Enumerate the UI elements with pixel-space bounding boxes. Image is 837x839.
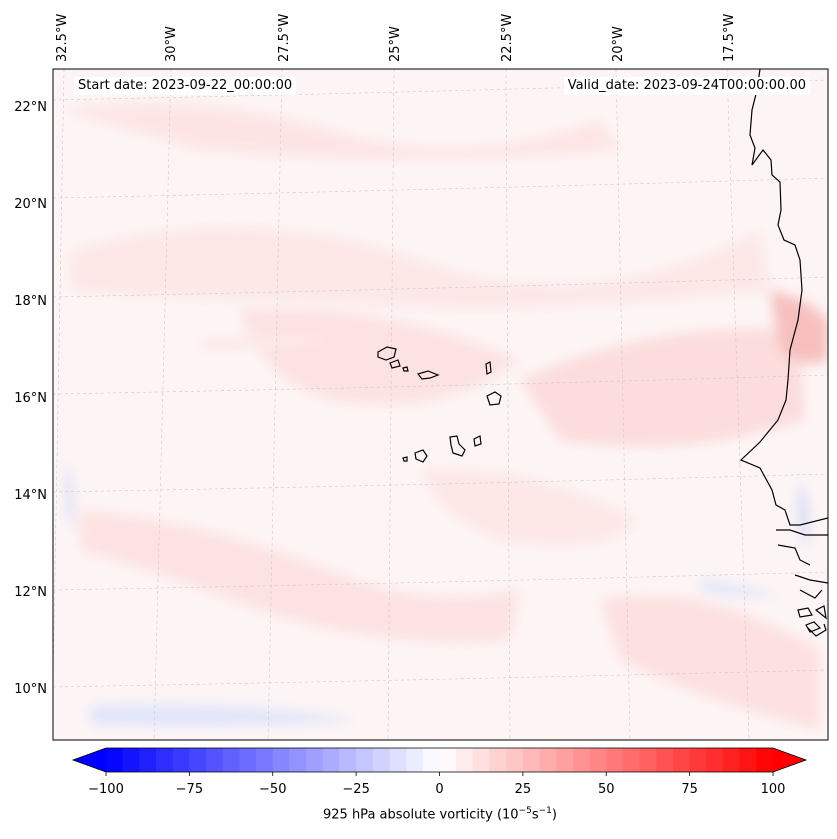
colorbar-cell	[322, 748, 341, 772]
gridlines	[53, 69, 828, 740]
santa-luzia-island	[402, 366, 409, 372]
boa-vista-island	[486, 391, 502, 406]
colorbar-cell	[406, 748, 424, 772]
colorbar-tick-label: −50	[259, 782, 286, 797]
colorbar-cell	[572, 748, 591, 772]
vorticity-patches	[60, 103, 828, 730]
colorbar-cell	[372, 748, 391, 772]
colorbar-label: 925 hPa absolute vorticity (10−5s−1)	[0, 806, 837, 822]
colorbar-cell	[339, 748, 357, 772]
colorbar-cell	[739, 748, 757, 772]
colorbar-extend-min	[73, 748, 106, 772]
valid-date-annotation: Valid_date: 2023-09-24T00:00:00.00	[563, 77, 810, 95]
colorbar-cell	[622, 748, 641, 772]
colorbar-label-exp2: −1	[538, 806, 552, 816]
santo-antao-island	[377, 346, 397, 361]
colorbar-cell	[422, 748, 441, 772]
sal-island	[485, 361, 492, 375]
colorbar-cell	[106, 748, 124, 772]
colorbar-cell	[356, 748, 374, 772]
colorbar-tick-label: −100	[88, 782, 124, 797]
colorbar-cell	[272, 748, 291, 772]
colorbar-cell	[606, 748, 624, 772]
colorbar-tick-label: 25	[515, 782, 532, 797]
lon-label: 30°W	[164, 26, 179, 62]
lon-label: 32.5°W	[55, 14, 70, 62]
colorbar-cell	[156, 748, 174, 772]
colorbar-tick-label: 75	[681, 782, 698, 797]
colorbar-cell	[722, 748, 741, 772]
colorbar-cell	[256, 748, 274, 772]
colorbar-cell	[706, 748, 724, 772]
colorbar-cell	[189, 748, 207, 772]
lat-label: 16°N	[14, 391, 47, 406]
colorbar-cell	[456, 748, 474, 772]
colorbar-tick-label: 100	[761, 782, 786, 797]
colorbar-cell	[239, 748, 257, 772]
colorbar-cell	[556, 748, 574, 772]
colorbar-tick-label: 50	[598, 782, 615, 797]
colorbar-cell	[589, 748, 607, 772]
colorbar-cell	[639, 748, 657, 772]
colorbar-ticks: −100 −75 −50 −25 0 25 50 75 100	[88, 772, 785, 797]
brava-island	[402, 456, 408, 462]
colorbar-cell	[306, 748, 324, 772]
colorbar-label-prefix: 925 hPa absolute vorticity (10	[323, 807, 519, 823]
colorbar-cell	[139, 748, 157, 772]
lon-label: 22.5°W	[500, 14, 515, 62]
colorbar-cell	[522, 748, 541, 772]
map-panel	[53, 69, 828, 740]
colorbar-tick-label: 0	[435, 782, 443, 797]
colorbar-tick-label: −75	[176, 782, 203, 797]
colorbar-cell	[122, 748, 140, 772]
colorbar-cell	[506, 748, 524, 772]
start-date-annotation: Start date: 2023-09-22_00:00:00	[74, 77, 297, 95]
colorbar-label-exp1: −5	[518, 806, 532, 816]
colorbar-cell	[656, 748, 674, 772]
sao-nicolau-island	[416, 370, 440, 380]
coastline	[739, 69, 828, 637]
lat-label: 12°N	[14, 585, 47, 600]
colorbar-extend-max	[773, 748, 806, 772]
colorbar: −100 −75 −50 −25 0 25 50 75 100	[71, 747, 808, 797]
maio-island	[473, 435, 482, 447]
colorbar-cell	[472, 748, 491, 772]
sao-vicente-island	[389, 359, 401, 369]
lat-label: 22°N	[14, 100, 47, 115]
latitude-labels: 22°N 20°N 18°N 16°N 14°N 12°N 10°N	[14, 100, 47, 697]
colorbar-cell	[439, 748, 457, 772]
colorbar-cell	[689, 748, 707, 772]
longitude-labels: 32.5°W 30°W 27.5°W 25°W 22.5°W 20°W 17.5…	[55, 14, 737, 62]
colorbar-label-suffix: )	[551, 807, 557, 823]
colorbar-cell	[222, 748, 241, 772]
lon-label: 20°W	[611, 26, 626, 62]
colorbar-cell	[172, 748, 190, 772]
colorbar-tick-label: −25	[342, 782, 369, 797]
plot-frame	[52, 68, 829, 741]
lon-label: 17.5°W	[722, 14, 737, 62]
colorbar-cells	[106, 748, 774, 772]
lat-label: 20°N	[14, 197, 47, 212]
lat-label: 14°N	[14, 488, 47, 503]
lat-label: 10°N	[14, 682, 47, 697]
africa-coastline	[739, 69, 828, 526]
lon-label: 27.5°W	[277, 14, 292, 62]
santiago-island	[449, 435, 466, 457]
colorbar-cell	[489, 748, 507, 772]
colorbar-cell	[756, 748, 774, 772]
colorbar-cell	[539, 748, 557, 772]
colorbar-cell	[672, 748, 691, 772]
cape-verde-islands	[377, 346, 502, 463]
colorbar-cell	[206, 748, 224, 772]
lon-label: 25°W	[388, 26, 403, 62]
colorbar-cell	[389, 748, 407, 772]
fogo-island	[414, 449, 428, 463]
colorbar-label-mid: s	[531, 807, 539, 823]
colorbar-cell	[289, 748, 307, 772]
lat-label: 18°N	[14, 294, 47, 309]
